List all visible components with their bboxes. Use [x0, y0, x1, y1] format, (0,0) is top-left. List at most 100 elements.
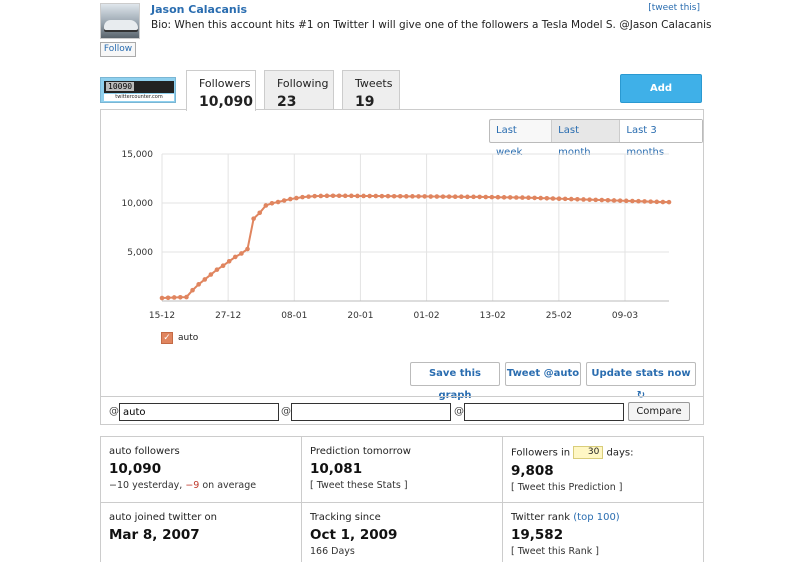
stat-value: 19,582: [511, 527, 564, 543]
data-point: [300, 194, 305, 200]
data-point: [361, 193, 366, 199]
data-point: [306, 194, 311, 199]
followers-chart: 5,000 10,000 15,000 15-12 27-12 08-01 20-01 01-…: [122, 150, 672, 321]
data-point: [263, 203, 269, 208]
data-point: [324, 193, 330, 199]
data-point: [373, 193, 379, 199]
data-point: [391, 193, 397, 199]
data-point: [404, 194, 409, 199]
stat-label: auto followers: [109, 446, 180, 457]
data-point: [520, 195, 525, 200]
data-point: [208, 272, 214, 277]
data-point: [269, 200, 275, 206]
data-point: [355, 193, 360, 199]
data-point: [446, 194, 452, 199]
profile-name[interactable]: Jason Calacanis: [151, 3, 248, 16]
range-last-month[interactable]: Last month: [552, 120, 621, 158]
profile-bio: Bio: When this account hits #1 on Twitte…: [151, 19, 712, 31]
twittercounter-badge[interactable]: 10090 Followers twittercounter.com: [100, 77, 176, 103]
data-point: [226, 259, 232, 264]
data-point: [294, 195, 299, 201]
data-point: [568, 196, 574, 202]
stat-joined: auto joined twitter on Mar 8, 2007: [101, 503, 302, 562]
update-stats-button[interactable]: Update stats now ↻: [586, 362, 696, 401]
stat-prediction: Prediction tomorrow 10,081 [ Tweet these…: [302, 437, 503, 503]
chart-legend: ✓ auto: [161, 332, 198, 344]
days-input[interactable]: 30: [573, 446, 604, 459]
data-point: [349, 193, 354, 199]
range-selector: Last week Last month Last 3 months: [489, 119, 703, 158]
compare-button[interactable]: Compare: [628, 402, 690, 421]
data-point: [239, 251, 244, 256]
data-point: [575, 196, 580, 202]
data-point: [605, 197, 611, 203]
data-point: [312, 193, 318, 199]
tweet-this-link[interactable]: [tweet this]: [648, 3, 700, 13]
tab-label: Tweets: [355, 77, 393, 90]
top-100-link[interactable]: (top 100): [573, 512, 620, 523]
follow-button[interactable]: Follow: [100, 42, 136, 57]
data-point: [178, 294, 183, 300]
stat-sub-average: on average: [199, 480, 257, 491]
x-tick-label: 08-01: [281, 311, 307, 321]
data-point: [342, 193, 348, 199]
tab-followers[interactable]: Followers 10,090: [186, 70, 256, 111]
data-point: [477, 194, 482, 200]
data-point: [330, 193, 336, 199]
data-point: [617, 198, 623, 203]
badge-count: 10090: [106, 82, 135, 91]
compare-input-2[interactable]: [291, 403, 451, 421]
stats-grid: auto followers 10,090 −10 yesterday, −9 …: [100, 436, 704, 562]
stat-label: Twitter rank (top 100): [511, 512, 704, 523]
data-point: [440, 194, 446, 199]
tab-value: 10,090: [199, 94, 254, 110]
stat-value: 10,090: [109, 461, 162, 477]
data-point: [459, 194, 464, 200]
data-point: [642, 199, 647, 204]
x-tick-label: 13-02: [480, 311, 506, 321]
range-last-3-months[interactable]: Last 3 months: [620, 120, 702, 158]
data-point: [422, 194, 427, 199]
data-point: [544, 195, 550, 201]
y-tick-label: 10,000: [122, 199, 154, 209]
data-point: [196, 282, 201, 287]
tweet-auto-button[interactable]: Tweet @auto: [505, 362, 581, 386]
data-point: [666, 199, 672, 205]
tab-label: Following: [277, 77, 329, 90]
add-followers-button[interactable]: Add Followers?: [620, 74, 702, 121]
data-point: [251, 216, 256, 221]
stat-sub-yesterday: −10 yesterday,: [109, 480, 186, 491]
x-tick-label: 01-02: [413, 311, 439, 321]
compare-input-3[interactable]: [464, 403, 624, 421]
legend-label: auto: [178, 333, 199, 343]
data-point: [367, 193, 372, 199]
car-image: [104, 20, 138, 30]
stat-label-post: days:: [603, 447, 634, 459]
stat-rank: Twitter rank (top 100) 19,582 [ Tweet th…: [503, 503, 704, 562]
profile-avatar[interactable]: [100, 3, 140, 39]
tab-tweets[interactable]: Tweets 19: [342, 70, 400, 110]
x-tick-label: 25-02: [546, 311, 572, 321]
data-point: [410, 194, 415, 199]
data-point: [654, 199, 660, 205]
data-point: [587, 197, 592, 202]
tab-value: 23: [277, 94, 297, 110]
tweet-prediction-link[interactable]: [ Tweet this Prediction ]: [511, 482, 623, 493]
tab-following[interactable]: Following 23: [264, 70, 334, 110]
stat-value: 10,081: [310, 461, 363, 477]
stat-label: Followers in 30 days:: [511, 446, 704, 459]
range-last-week[interactable]: Last week: [490, 120, 553, 158]
x-tick-label: 27-12: [215, 311, 241, 321]
data-point: [495, 194, 501, 200]
compare-input-1[interactable]: [119, 403, 279, 421]
tweet-stats-link[interactable]: [ Tweet these Stats ]: [310, 480, 408, 491]
data-point: [501, 195, 507, 200]
save-graph-button[interactable]: Save this graph: [410, 362, 500, 401]
stat-label: Tracking since: [310, 512, 381, 523]
stat-label-pre: Followers in: [511, 447, 574, 459]
legend-checkbox[interactable]: ✓: [161, 332, 173, 344]
data-point: [452, 194, 458, 200]
tweet-rank-link[interactable]: [ Tweet this Rank ]: [511, 546, 599, 557]
data-point: [630, 198, 635, 204]
data-point: [220, 263, 226, 269]
